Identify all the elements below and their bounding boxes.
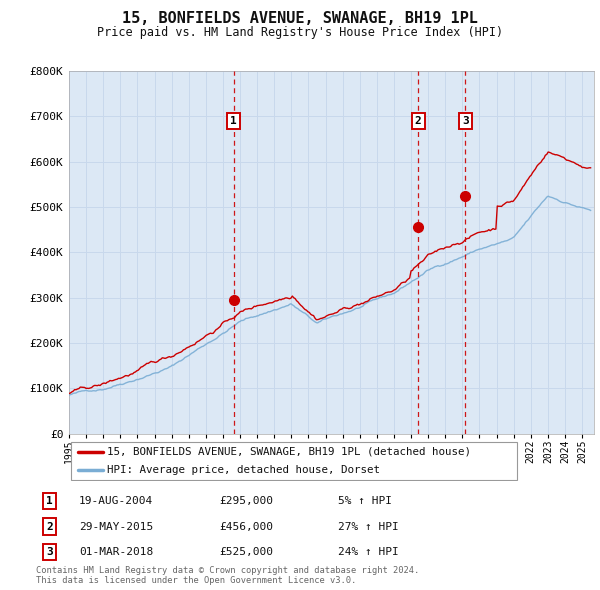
Text: This data is licensed under the Open Government Licence v3.0.: This data is licensed under the Open Gov…	[36, 576, 356, 585]
Text: 15, BONFIELDS AVENUE, SWANAGE, BH19 1PL (detached house): 15, BONFIELDS AVENUE, SWANAGE, BH19 1PL …	[107, 447, 471, 457]
Text: HPI: Average price, detached house, Dorset: HPI: Average price, detached house, Dors…	[107, 465, 380, 475]
Text: 3: 3	[462, 116, 469, 126]
Text: Price paid vs. HM Land Registry's House Price Index (HPI): Price paid vs. HM Land Registry's House …	[97, 26, 503, 39]
Text: 29-MAY-2015: 29-MAY-2015	[79, 522, 154, 532]
Text: £525,000: £525,000	[220, 547, 274, 557]
Text: Contains HM Land Registry data © Crown copyright and database right 2024.: Contains HM Land Registry data © Crown c…	[36, 566, 419, 575]
Text: £456,000: £456,000	[220, 522, 274, 532]
Text: 19-AUG-2004: 19-AUG-2004	[79, 496, 154, 506]
Text: 1: 1	[46, 496, 53, 506]
Text: £295,000: £295,000	[220, 496, 274, 506]
FancyBboxPatch shape	[71, 442, 517, 480]
Text: 2: 2	[415, 116, 421, 126]
Text: 24% ↑ HPI: 24% ↑ HPI	[338, 547, 399, 557]
Text: 5% ↑ HPI: 5% ↑ HPI	[338, 496, 392, 506]
Text: 2: 2	[46, 522, 53, 532]
Text: 01-MAR-2018: 01-MAR-2018	[79, 547, 154, 557]
Text: 15, BONFIELDS AVENUE, SWANAGE, BH19 1PL: 15, BONFIELDS AVENUE, SWANAGE, BH19 1PL	[122, 11, 478, 27]
Text: 3: 3	[46, 547, 53, 557]
Text: 1: 1	[230, 116, 237, 126]
Text: 27% ↑ HPI: 27% ↑ HPI	[338, 522, 399, 532]
